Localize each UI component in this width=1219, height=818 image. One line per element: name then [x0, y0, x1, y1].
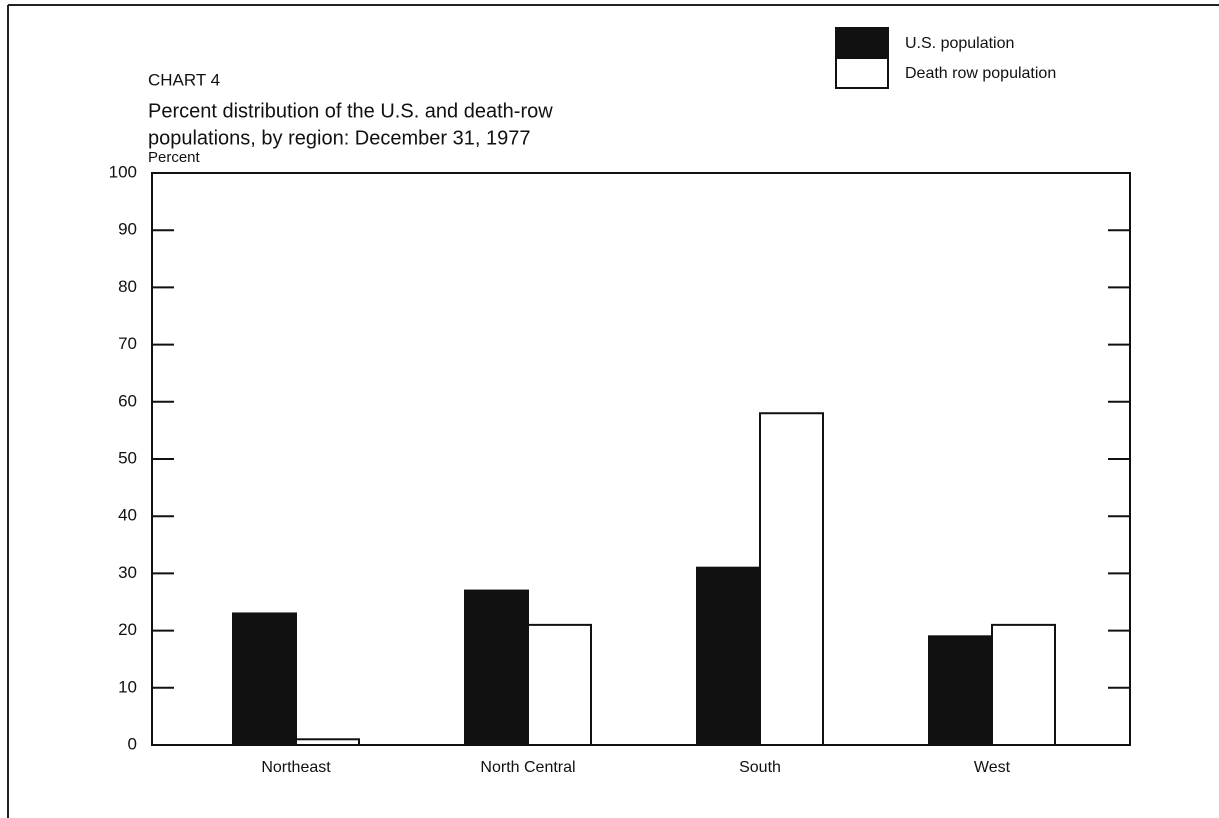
y-axis-label: Percent [148, 149, 201, 166]
y-tick-label: 20 [118, 620, 137, 639]
bar [759, 412, 824, 746]
bar [928, 635, 993, 747]
y-tick-label: 0 [128, 734, 137, 753]
bar [991, 623, 1056, 747]
bar [527, 623, 592, 747]
x-tick-label: West [974, 759, 1011, 776]
legend-swatch [835, 27, 889, 59]
x-tick-label: North Central [480, 759, 575, 776]
chart-title: Percent distribution of the U.S. and dea… [148, 100, 553, 122]
bar [232, 612, 297, 746]
bar [696, 566, 761, 746]
y-tick-label: 40 [118, 506, 137, 525]
bar [295, 738, 360, 747]
chart-label: CHART 4 [148, 70, 220, 89]
y-tick-label: 90 [118, 220, 137, 239]
x-tick-label: Northeast [261, 759, 331, 776]
bar [464, 589, 529, 746]
legend-label: U.S. population [905, 35, 1014, 52]
legend-label: Death row population [905, 65, 1056, 82]
y-tick-label: 70 [118, 334, 137, 353]
chart-title: populations, by region: December 31, 197… [148, 127, 530, 149]
y-tick-label: 100 [109, 162, 137, 181]
y-tick-label: 80 [118, 277, 137, 296]
x-tick-label: South [739, 759, 781, 776]
y-tick-label: 60 [118, 391, 137, 410]
y-tick-label: 50 [118, 448, 137, 467]
y-tick-label: 30 [118, 563, 137, 582]
y-tick-label: 10 [118, 677, 137, 696]
legend-swatch [835, 57, 889, 89]
